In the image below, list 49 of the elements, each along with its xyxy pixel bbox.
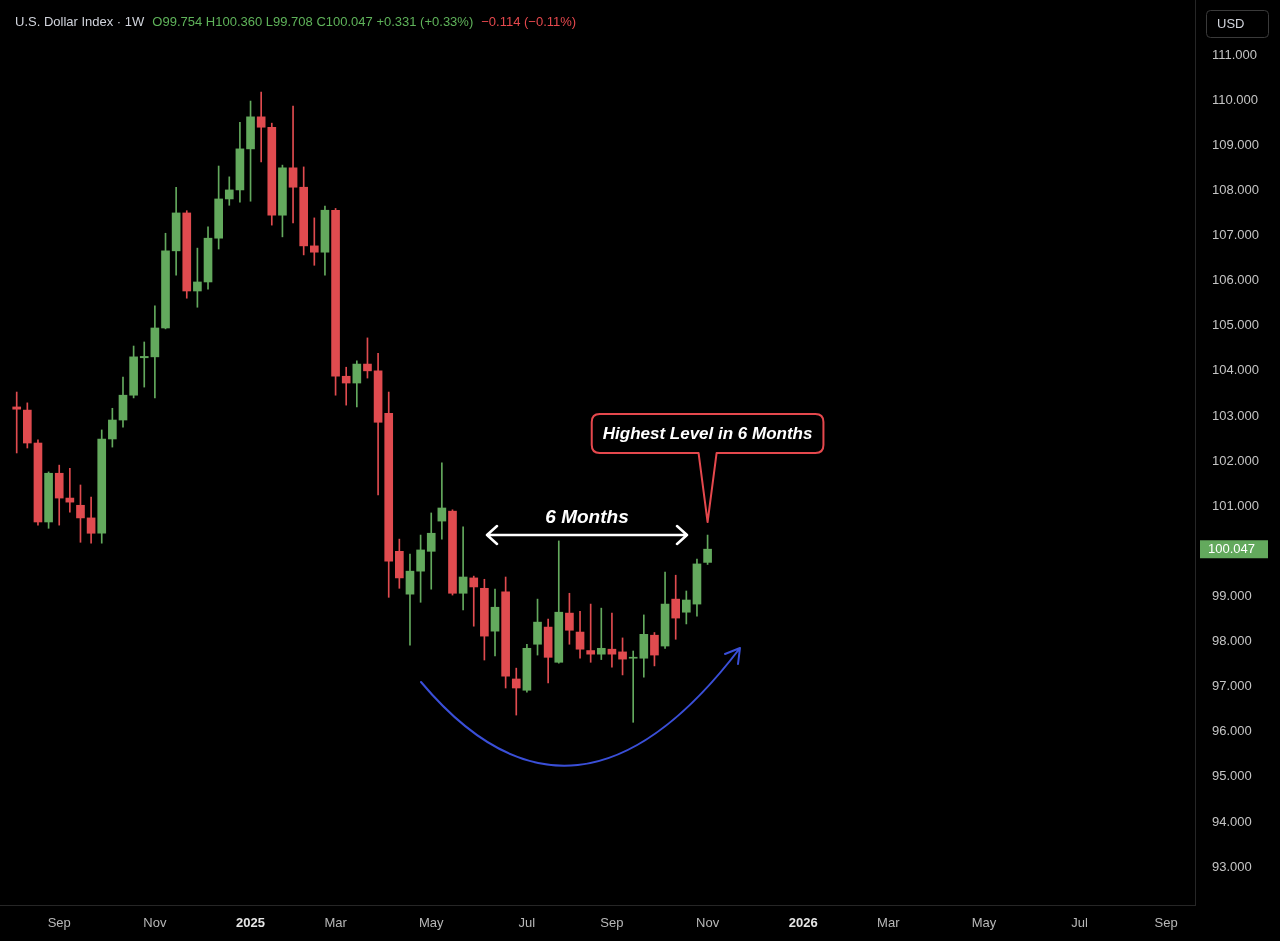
annotation: −0.114 (−0.11%) [481, 13, 577, 29]
x-tick-label: 2026 [788, 915, 818, 931]
candlestick [288, 105, 298, 224]
candlestick [256, 91, 266, 163]
candlestick [426, 512, 436, 590]
y-tick-label: 101.000 [1212, 497, 1259, 513]
candlestick [469, 575, 479, 627]
x-tick-label: 2025 [236, 915, 265, 931]
x-tick-label: Mar [877, 915, 901, 931]
candlestick [596, 607, 606, 660]
candlestick [458, 526, 468, 611]
y-tick-label: 107.000 [1212, 227, 1259, 243]
y-tick-label: 99.000 [1212, 587, 1252, 603]
y-tick-label: 95.000 [1212, 768, 1252, 784]
x-tick-label: Nov [143, 915, 167, 931]
y-tick-label: 104.000 [1212, 362, 1259, 378]
x-tick-label: Mar [324, 915, 348, 931]
y-tick-label: 96.000 [1212, 723, 1252, 739]
y-tick-label: 103.000 [1212, 407, 1259, 423]
y-tick-label: 93.000 [1212, 858, 1252, 874]
text: O99.754 H100.360 L99.708 C100.047 +0.331 (+0.33%) [152, 13, 474, 29]
y-tick-label: 110.000 [1212, 91, 1259, 107]
y-tick-label: 98.000 [1212, 633, 1252, 649]
y-tick-label: 106.000 [1212, 272, 1259, 288]
annotation: 6 Months [545, 506, 629, 528]
y-tick-label: 109.000 [1212, 136, 1259, 152]
y-tick-label: 105.000 [1212, 317, 1259, 333]
x-tick-label: Sep [600, 915, 624, 931]
y-axis-title: USD [1217, 15, 1245, 31]
x-tick-label: Jul [518, 915, 536, 931]
y-tick-label: 97.000 [1212, 678, 1252, 694]
x-tick-label: Sep [1154, 915, 1178, 931]
y-tick-label: 94.000 [1212, 813, 1252, 829]
text: U.S. Dollar Index · 1W [15, 13, 146, 29]
x-tick-label: Jul [1071, 915, 1089, 931]
annotation: Highest Level in 6 Months [602, 423, 813, 443]
candlestick [139, 341, 149, 388]
x-tick-label: Nov [696, 915, 720, 931]
text: 100.047 [1208, 541, 1255, 557]
y-tick-label: 102.000 [1212, 452, 1259, 468]
candlestick [341, 366, 351, 406]
candlestick [511, 667, 521, 716]
x-tick-label: May [418, 915, 445, 931]
candlestick [12, 391, 22, 454]
y-tick-label: 111.000 [1212, 46, 1258, 62]
x-tick-label: May [971, 915, 997, 931]
x-tick-label: Sep [47, 915, 71, 931]
y-tick-label: 108.000 [1212, 181, 1259, 197]
candlestick [309, 217, 319, 266]
